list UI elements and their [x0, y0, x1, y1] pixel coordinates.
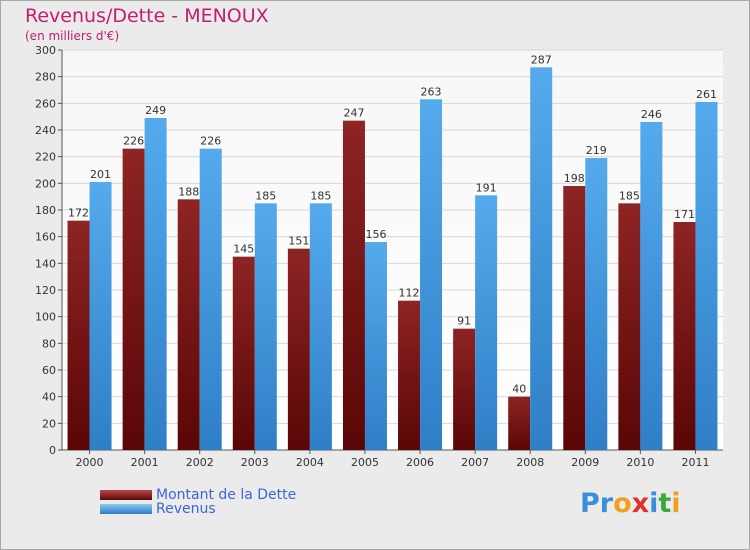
data-label-dette: 247	[343, 107, 364, 120]
y-tick-label: 120	[35, 284, 56, 297]
logo-letter: i	[671, 488, 681, 519]
y-tick-label: 200	[35, 177, 56, 190]
proxiti-logo: Proxiti	[580, 488, 681, 519]
bar-dette	[563, 186, 586, 450]
y-tick-label: 60	[42, 364, 56, 377]
legend-label-dette: Montant de la Dette	[156, 487, 297, 503]
y-tick-label: 240	[35, 124, 56, 137]
y-tick-label: 100	[35, 311, 56, 324]
legend-label-revenus: Revenus	[156, 501, 216, 517]
bar-revenus	[364, 242, 387, 450]
y-tick-label: 180	[35, 204, 56, 217]
bar-dette	[342, 120, 365, 451]
x-tick-label: 2003	[241, 456, 269, 469]
legend-swatch-revenus	[100, 504, 152, 514]
x-tick-label: 2009	[571, 456, 599, 469]
data-label-revenus: 249	[145, 104, 166, 117]
bar-revenus	[144, 118, 167, 450]
logo-letter: P	[580, 488, 600, 519]
x-tick-label: 2010	[626, 456, 654, 469]
bar-revenus	[640, 122, 663, 450]
x-tick-label: 2011	[681, 456, 709, 469]
data-label-dette: 145	[233, 243, 254, 256]
chart-subtitle: (en milliers d'€)	[25, 29, 120, 43]
x-tick-label: 2006	[406, 456, 434, 469]
bar-dette	[453, 328, 476, 450]
data-label-dette: 171	[674, 208, 695, 221]
data-label-revenus: 287	[531, 53, 552, 66]
data-label-dette: 91	[457, 315, 471, 328]
data-label-dette: 185	[619, 189, 640, 202]
data-label-dette: 172	[68, 207, 89, 220]
bar-dette	[177, 199, 200, 450]
data-label-revenus: 263	[421, 85, 442, 98]
legend-swatch-dette	[100, 490, 152, 500]
y-tick-label: 260	[35, 97, 56, 110]
x-tick-label: 2008	[516, 456, 544, 469]
x-tick-label: 2001	[131, 456, 159, 469]
data-label-revenus: 191	[476, 181, 497, 194]
legend-item-revenus: Revenus	[100, 501, 216, 517]
data-label-revenus: 185	[255, 189, 276, 202]
data-label-revenus: 201	[90, 168, 111, 181]
x-tick-label: 2000	[76, 456, 104, 469]
legend-item-dette: Montant de la Dette	[100, 487, 297, 503]
y-tick-label: 0	[49, 444, 56, 457]
data-label-dette: 226	[123, 135, 144, 148]
y-tick-label: 80	[42, 337, 56, 350]
x-tick-label: 2007	[461, 456, 489, 469]
bar-revenus	[530, 67, 553, 450]
bar-dette	[618, 203, 641, 450]
data-label-revenus: 226	[200, 135, 221, 148]
bar-dette	[67, 220, 90, 450]
bar-dette	[287, 248, 310, 450]
logo-letter: t	[658, 488, 672, 519]
logo-letter: r	[599, 488, 614, 519]
bar-dette	[508, 396, 531, 450]
data-label-revenus: 185	[310, 189, 331, 202]
bar-dette	[673, 222, 696, 450]
bar-revenus	[89, 182, 112, 450]
chart-title: Revenus/Dette - MENOUX	[25, 5, 269, 27]
y-tick-label: 280	[35, 71, 56, 84]
data-label-dette: 198	[564, 172, 585, 185]
bar-dette	[398, 300, 421, 450]
x-tick-label: 2002	[186, 456, 214, 469]
data-label-revenus: 156	[365, 228, 386, 241]
y-tick-label: 300	[35, 44, 56, 57]
y-tick-label: 40	[42, 391, 56, 404]
y-tick-label: 140	[35, 257, 56, 270]
bar-revenus	[475, 195, 498, 450]
bar-revenus	[420, 99, 443, 450]
logo-letter: x	[631, 488, 650, 519]
plot-area	[62, 50, 723, 450]
data-label-dette: 112	[399, 287, 420, 300]
data-label-revenus: 246	[641, 108, 662, 121]
y-tick-label: 220	[35, 151, 56, 164]
bar-revenus	[695, 102, 718, 450]
bar-dette	[232, 256, 255, 450]
data-label-dette: 188	[178, 185, 199, 198]
logo-letter: i	[649, 488, 659, 519]
data-label-revenus: 219	[586, 144, 607, 157]
bar-dette	[122, 148, 145, 450]
y-tick-label: 20	[42, 417, 56, 430]
x-tick-label: 2004	[296, 456, 324, 469]
bar-revenus	[309, 203, 332, 450]
data-label-dette: 151	[288, 235, 309, 248]
data-label-revenus: 261	[696, 88, 717, 101]
bar-revenus	[585, 158, 608, 450]
bar-revenus	[254, 203, 277, 450]
bar-revenus	[199, 148, 222, 450]
y-tick-label: 160	[35, 231, 56, 244]
logo-letter: o	[613, 488, 632, 519]
x-tick-label: 2005	[351, 456, 379, 469]
data-label-dette: 40	[512, 383, 526, 396]
